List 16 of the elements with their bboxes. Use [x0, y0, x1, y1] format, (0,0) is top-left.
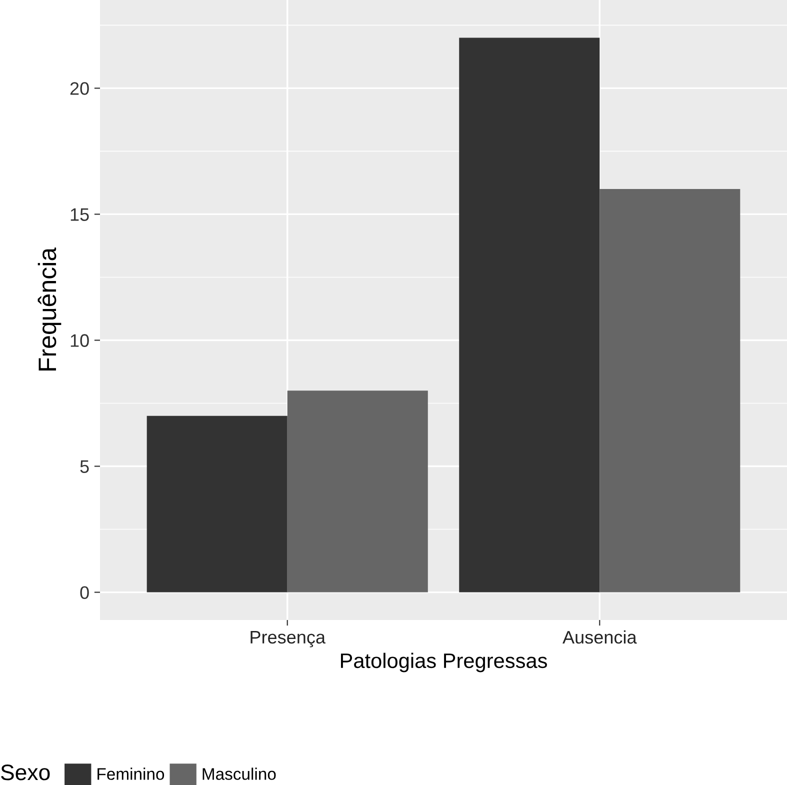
x-tick-label: Presença: [250, 631, 326, 648]
y-tick-label: 10: [70, 334, 89, 347]
bar: [146, 416, 288, 592]
bar: [287, 390, 428, 592]
y-tick-label: 5: [80, 460, 89, 473]
bar: [600, 189, 740, 592]
y-tick-label: 15: [70, 208, 89, 221]
legend-title: Sexo: [1, 764, 50, 780]
legend-label: Feminino: [98, 768, 164, 780]
x-axis-title: Patologias Pregressas: [340, 652, 547, 672]
bar: [459, 38, 600, 592]
y-tick-label: 0: [80, 586, 89, 599]
y-axis-title: Frequência: [38, 247, 62, 370]
legend-label: Masculino: [202, 768, 276, 780]
y-tick-label: 20: [70, 82, 89, 95]
x-tick-label: Ausencia: [562, 630, 637, 644]
